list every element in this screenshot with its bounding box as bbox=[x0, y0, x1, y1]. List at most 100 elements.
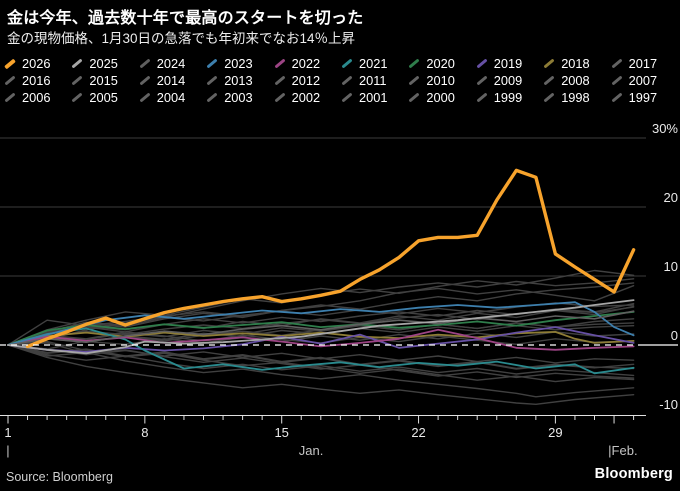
legend-year-label: 2023 bbox=[224, 56, 253, 71]
x-tick-label: 29 bbox=[548, 425, 562, 440]
legend-year-label: 1998 bbox=[561, 90, 590, 105]
legend-item-2003: 2003 bbox=[206, 90, 273, 105]
x-tick-label: 15 bbox=[274, 425, 288, 440]
y-tick-label: 30% bbox=[652, 121, 678, 136]
legend-year-label: 2025 bbox=[89, 56, 118, 71]
legend-year-label: 2013 bbox=[224, 73, 253, 88]
legend-item-2010: 2010 bbox=[408, 73, 475, 88]
legend-item-2018: 2018 bbox=[543, 56, 610, 71]
source-label: Source: Bloomberg bbox=[6, 470, 114, 484]
series-line-1997 bbox=[7, 344, 635, 405]
bloomberg-logo: Bloomberg bbox=[594, 466, 673, 482]
x-tick-label: 8 bbox=[141, 425, 148, 440]
legend-year-label: 2008 bbox=[561, 73, 590, 88]
y-tick-label: 0 bbox=[671, 328, 678, 343]
legend-year-label: 2021 bbox=[359, 56, 388, 71]
legend-year-label: 2007 bbox=[628, 73, 658, 88]
legend-item-2026: 2026 bbox=[4, 56, 71, 71]
legend-item-2013: 2013 bbox=[206, 73, 273, 88]
x-tick-label: 1 bbox=[4, 425, 11, 440]
series-line-1999 bbox=[7, 331, 635, 346]
series-line-1998 bbox=[7, 344, 635, 377]
x-axis: 1 8 15 22 29 | Jan. |Feb. bbox=[0, 415, 646, 458]
legend-year-label: 2012 bbox=[291, 73, 321, 88]
legend-year-label: 2014 bbox=[156, 73, 186, 88]
x-month-label: | bbox=[6, 443, 9, 458]
series-line-2024 bbox=[7, 310, 635, 346]
legend-item-1999: 1999 bbox=[476, 90, 543, 105]
series-line-2025 bbox=[7, 299, 635, 355]
legend-year-label: 1997 bbox=[628, 90, 658, 105]
legend-year-label: 2017 bbox=[628, 56, 658, 71]
legend-item-1998: 1998 bbox=[543, 90, 610, 105]
x-tick-label: 22 bbox=[411, 425, 425, 440]
legend-item-2023: 2023 bbox=[206, 56, 273, 71]
legend-year-label: 2020 bbox=[426, 56, 455, 71]
legend-year-label: 1999 bbox=[493, 90, 523, 105]
legend-item-2014: 2014 bbox=[139, 73, 206, 88]
series-line-2009 bbox=[7, 305, 635, 346]
legend-item-2008: 2008 bbox=[543, 73, 610, 88]
legend-year-label: 2010 bbox=[426, 73, 455, 88]
legend-year-label: 2026 bbox=[22, 56, 51, 71]
legend-year-label: 2009 bbox=[493, 73, 523, 88]
legend-year-label: 2000 bbox=[426, 90, 455, 105]
legend-item-2001: 2001 bbox=[341, 90, 408, 105]
legend-year-label: 2022 bbox=[291, 56, 321, 71]
series-line-2006 bbox=[7, 282, 635, 346]
legend-item-2015: 2015 bbox=[71, 73, 138, 88]
y-tick-label: -10 bbox=[659, 397, 678, 412]
legend-item-2025: 2025 bbox=[71, 56, 138, 71]
legend-item-2012: 2012 bbox=[274, 73, 341, 88]
legend-year-label: 2002 bbox=[291, 90, 321, 105]
y-gridlines bbox=[0, 137, 646, 277]
legend-item-2024: 2024 bbox=[139, 56, 206, 71]
chart-title: 金は今年、過去数十年で最高のスタートを切った bbox=[7, 10, 364, 27]
legend-item-2004: 2004 bbox=[139, 90, 206, 105]
series-line-2023 bbox=[7, 301, 635, 346]
series-line-2011 bbox=[7, 344, 635, 398]
legend-item-2009: 2009 bbox=[476, 73, 543, 88]
legend-year-label: 2011 bbox=[359, 73, 387, 88]
series-line-2000 bbox=[7, 342, 635, 379]
legend-year-label: 2018 bbox=[561, 56, 590, 71]
series-line-2020 bbox=[7, 310, 635, 346]
legend-item-2011: 2011 bbox=[341, 73, 408, 88]
legend-item-2020: 2020 bbox=[408, 56, 475, 71]
series-line-2010 bbox=[7, 340, 635, 383]
legend-item-2019: 2019 bbox=[476, 56, 543, 71]
series-line-2018 bbox=[7, 330, 635, 346]
legend-item-2006: 2006 bbox=[4, 90, 71, 105]
legend-year-label: 2003 bbox=[224, 90, 253, 105]
legend-year-label: 2016 bbox=[22, 73, 51, 88]
legend-year-label: 2015 bbox=[89, 73, 118, 88]
chart-subtitle: 金の現物価格、1月30日の急落でも年初来でなお14％上昇 bbox=[7, 31, 356, 46]
legend-item-2021: 2021 bbox=[341, 56, 408, 71]
chart-legend: 2026 2025 2024 2023 2022 2021 2020 2019 2018 2017… bbox=[4, 55, 678, 106]
series-line-2013 bbox=[7, 344, 635, 364]
legend-year-label: 2019 bbox=[493, 56, 523, 71]
legend-year-label: 2005 bbox=[89, 90, 118, 105]
legend-item-2002: 2002 bbox=[274, 90, 341, 105]
y-tick-label: 10 bbox=[664, 259, 678, 274]
y-axis-labels: 30% 20 10 0 -10 bbox=[652, 121, 678, 412]
legend-year-label: 2024 bbox=[156, 56, 186, 71]
legend-year-label: 2004 bbox=[156, 90, 186, 105]
legend-item-2017: 2017 bbox=[611, 56, 678, 71]
legend-year-label: 2006 bbox=[22, 90, 51, 105]
legend-item-2007: 2007 bbox=[611, 73, 678, 88]
legend-item-2016: 2016 bbox=[4, 73, 71, 88]
y-tick-label: 20 bbox=[664, 190, 678, 205]
legend-year-label: 2001 bbox=[359, 90, 388, 105]
x-month-label: |Feb. bbox=[608, 443, 637, 458]
legend-item-2022: 2022 bbox=[274, 56, 341, 71]
series-line-2026 bbox=[25, 168, 636, 349]
legend-item-1997: 1997 bbox=[611, 90, 678, 105]
legend-item-2005: 2005 bbox=[71, 90, 138, 105]
series-lines bbox=[7, 168, 636, 405]
series-line-2015 bbox=[7, 285, 635, 346]
x-month-label: Jan. bbox=[299, 443, 324, 458]
legend-item-2000: 2000 bbox=[408, 90, 475, 105]
